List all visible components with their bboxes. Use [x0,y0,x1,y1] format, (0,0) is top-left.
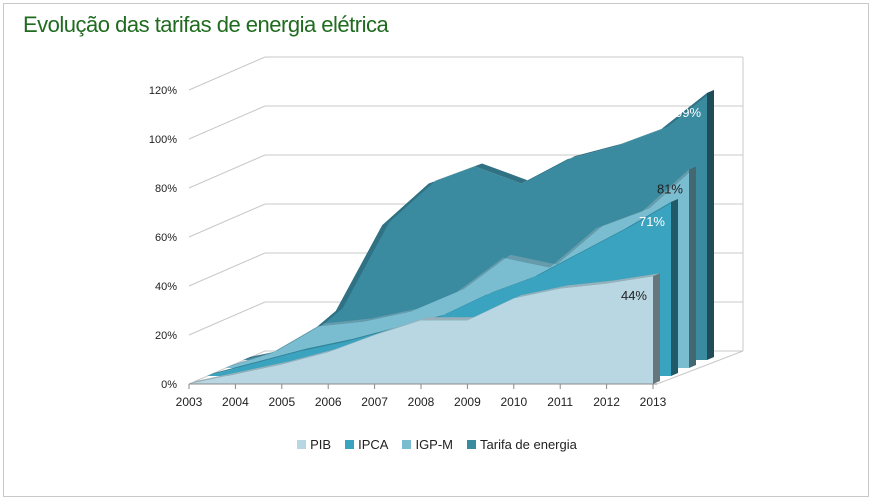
x-tick-label: 2009 [454,395,481,409]
x-tick-label: 2004 [222,395,249,409]
area-side-face [689,166,696,368]
data-label-tarifa-de-energia: 109% [668,105,702,120]
y-tick-label: 120% [149,85,177,97]
legend-label: Tarifa de energia [480,437,577,452]
floor-edge [656,350,744,385]
y-tick-label: 20% [155,330,177,342]
legend-item: IPCA [345,437,388,452]
y-tick-label: 0% [161,379,177,391]
x-tick-label: 2008 [408,395,435,409]
legend-swatch [345,440,355,449]
x-tick-label: 2003 [176,395,203,409]
legend-item: IGP-M [402,437,453,452]
legend-swatch [297,440,307,449]
area-shape [189,276,653,384]
x-tick-label: 2012 [593,395,620,409]
x-tick-label: 2006 [315,395,342,409]
gridline-depth [188,301,266,336]
label-layer: 109% 81% 71% 44% [621,105,701,303]
gridline-depth [188,56,266,91]
legend-swatch [467,440,477,449]
x-tick-label: 2010 [500,395,527,409]
series-pib [189,273,660,384]
legend-label: PIB [310,437,332,452]
x-tick-label: 2005 [268,395,295,409]
legend-swatch [402,440,412,449]
data-label-igp-m: 81% [657,182,683,197]
gridline-depth [188,252,266,287]
gridline-depth [188,203,266,238]
axis-layer: 0% 20% 40% 60% 80% 100% 120% 2003 2004 2005 2006 20… [149,85,667,409]
data-label-ipca: 71% [639,214,665,229]
area-side-face [671,199,678,376]
legend-item: PIB [297,437,331,452]
x-tick-label: 2013 [640,395,667,409]
y-tick-label: 60% [155,232,177,244]
gridline-depth [188,154,266,189]
data-label-pib: 44% [621,288,647,303]
area-top-edge [189,273,660,384]
area-side-face [707,89,714,360]
legend-item: Tarifa de energia [467,437,577,452]
y-tick-label: 80% [155,183,177,195]
legend-label: IPCA [358,437,389,452]
y-tick-label: 100% [149,134,177,146]
chart-title: Evolução das tarifas de energia elétrica [23,12,389,37]
area-side-face [653,273,660,384]
legend: PIB IPCA IGP-M Tarifa de energia [0,437,874,452]
series-layer [189,89,714,384]
x-tick-label: 2007 [361,395,388,409]
x-tick-label: 2011 [547,395,573,409]
y-tick-label: 40% [155,281,177,293]
gridline-depth [188,105,266,140]
legend-label: IGP-M [415,437,454,452]
